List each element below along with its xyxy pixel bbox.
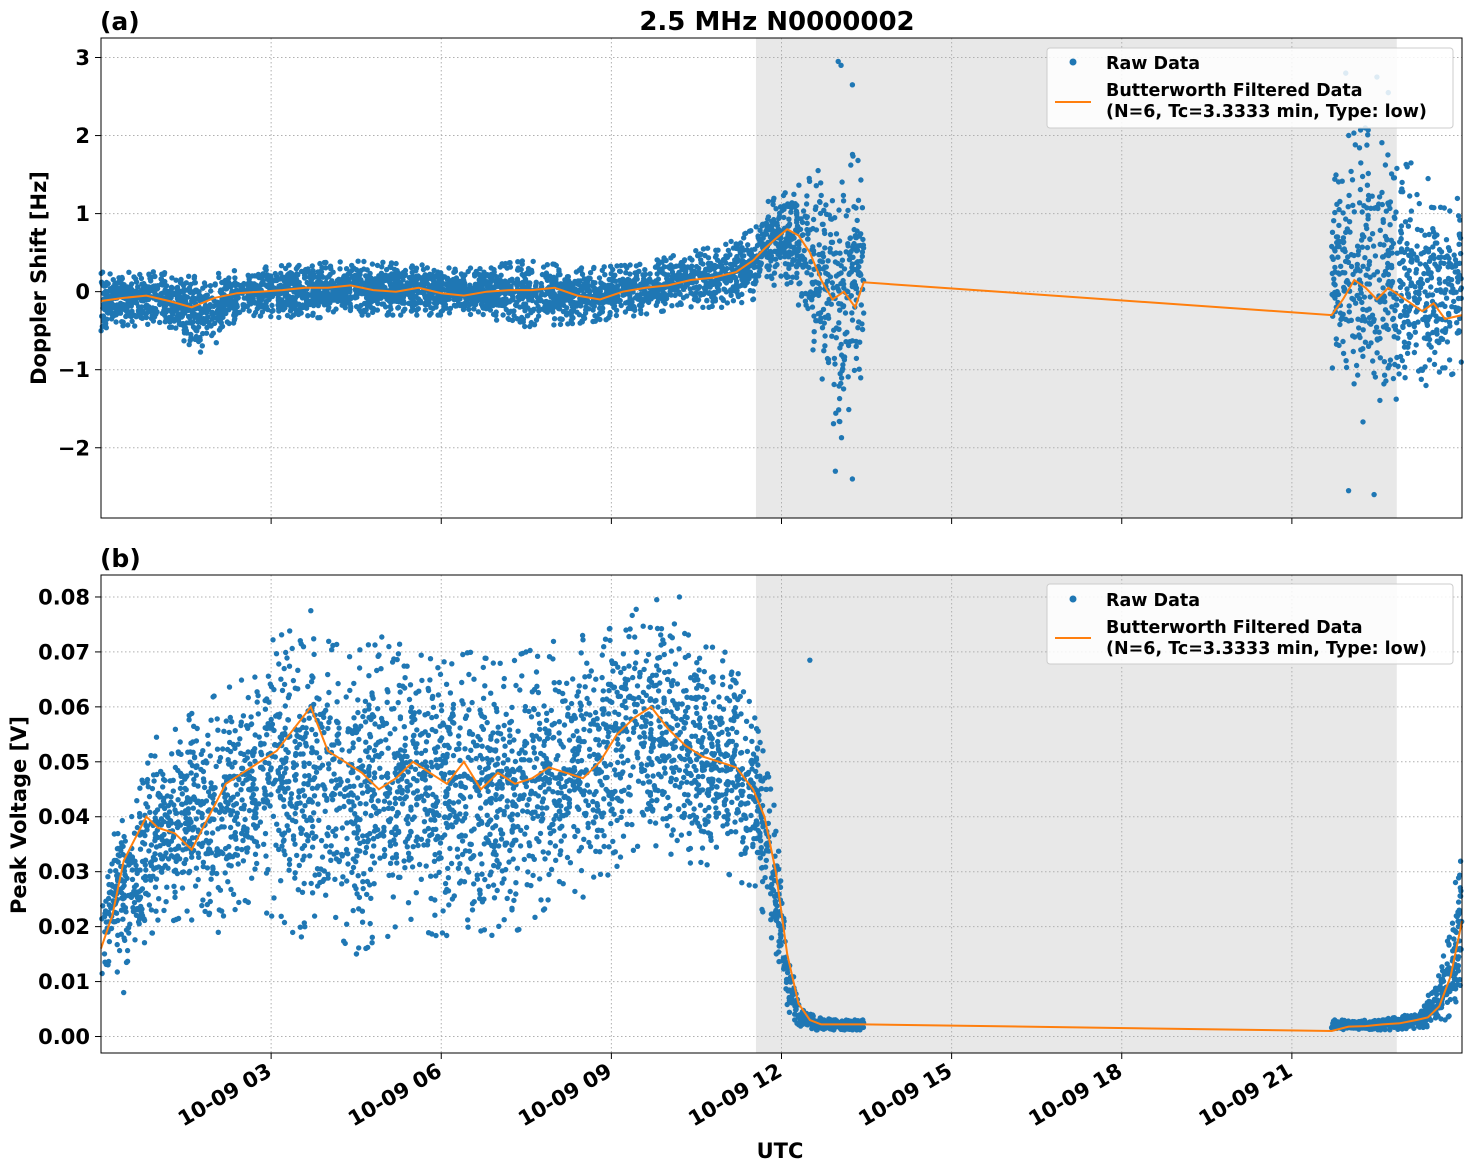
panel-a-raw-outlier (838, 62, 844, 69)
panel-b-legend-box (1046, 583, 1454, 665)
panel-b-legend-filtered-label-1: Butterworth Filtered Data (1106, 618, 1363, 638)
panel-a-y-ticks: −2 −1 0 1 2 3 (58, 46, 101, 460)
panel-a-raw-outlier (849, 82, 856, 88)
panel-b-y-tick-label: 0.01 (38, 970, 90, 994)
panel-a-x-ticks (270, 518, 1293, 524)
panel-b-y-tick-label: 0.00 (38, 1025, 90, 1049)
panel-b-raw-outlier (676, 594, 683, 600)
x-axis-label: UTC (757, 1139, 804, 1163)
panel-a-y-tick-label: 1 (75, 202, 90, 226)
panel-a-legend-raw-marker (1069, 58, 1077, 66)
panel-a-legend-filtered-label-1: Butterworth Filtered Data (1106, 81, 1363, 101)
panel-b-raw-outlier (807, 657, 813, 663)
panel-b-y-tick-label: 0.08 (38, 585, 90, 609)
panel-b-y-tick-label: 0.04 (38, 805, 90, 829)
panel-a-raw-outlier (835, 58, 841, 65)
panel-b-y-tick-label: 0.07 (38, 640, 90, 664)
panel-a-y-tick-label: 3 (75, 46, 90, 70)
panel-b-y-label: Peak Voltage [V] (7, 716, 31, 914)
panel-b-filtered-line (100, 704, 1463, 1033)
panel-b-raw-outlier (308, 608, 314, 614)
panel-b-legend-raw-label: Raw Data (1106, 591, 1200, 611)
panel-b-label: (b) (100, 544, 141, 573)
panel-b-raw-outlier (120, 989, 127, 996)
panel-a-y-tick-label: 2 (75, 124, 90, 148)
panel-b-y-ticks: 0.00 0.01 0.02 0.03 0.04 0.05 0.06 0.07 0.08 (38, 585, 101, 1049)
panel-b-raw-points (99, 606, 1465, 1033)
panel-a-y-tick-label: −1 (58, 358, 90, 382)
panel-b-raw-outlier (654, 597, 660, 603)
panel-b-y-tick-label: 0.02 (38, 915, 90, 939)
panel-a-raw-points (98, 125, 1465, 441)
panel-a-legend: Raw Data Butterworth Filtered Data (N=6,… (1046, 47, 1454, 129)
panel-b-legend-filtered-label-2: (N=6, Tc=3.3333 min, Type: low) (1106, 639, 1427, 659)
panel-b-y-tick-label: 0.06 (38, 695, 90, 719)
panel-a-raw-outlier (1371, 491, 1377, 498)
panel-b-y-tick-label: 0.03 (38, 860, 90, 884)
panel-b-raw-data (99, 594, 1465, 1033)
panel-a-raw-outlier (849, 476, 856, 482)
panel-a-y-label: Doppler Shift [Hz] (27, 171, 51, 385)
panel-a: (a) −2 −1 0 1 2 3 Doppler Shift [Hz] Raw Data… (27, 7, 1465, 524)
panel-b-legend: Raw Data Butterworth Filtered Data (N=6,… (1046, 583, 1454, 665)
panel-a-legend-raw-label: Raw Data (1106, 54, 1200, 74)
panel-b-legend-raw-marker (1069, 595, 1077, 603)
panel-a-y-tick-label: 0 (75, 280, 90, 304)
panel-a-raw-outlier (1345, 487, 1352, 494)
panel-b-y-tick-label: 0.05 (38, 750, 90, 774)
figure-title: 2.5 MHz N0000002 (639, 7, 914, 37)
panel-a-y-tick-label: −2 (58, 436, 90, 460)
panel-a-legend-box (1046, 47, 1454, 129)
panel-a-filtered-line (100, 227, 1463, 321)
panel-a-legend-filtered-label-2: (N=6, Tc=3.3333 min, Type: low) (1106, 102, 1427, 122)
panel-a-raw-outlier (832, 468, 839, 474)
panel-a-label: (a) (100, 7, 140, 36)
